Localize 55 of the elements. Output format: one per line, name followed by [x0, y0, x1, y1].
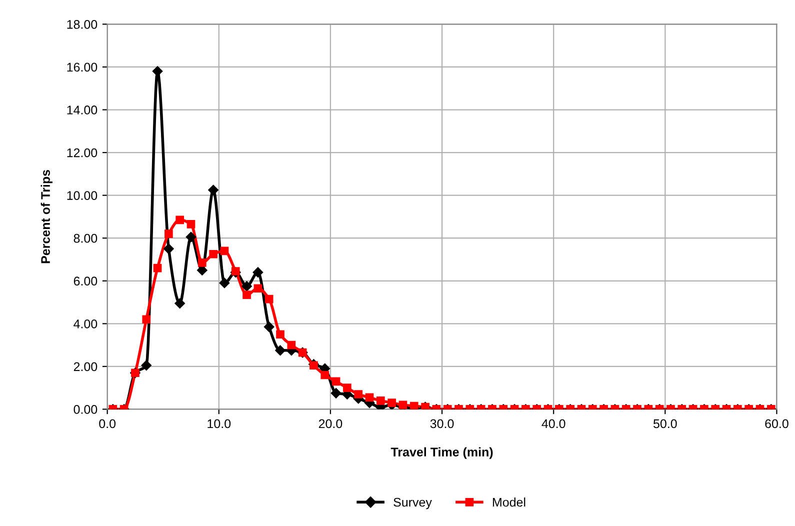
- point: [264, 322, 274, 332]
- x-tick-label: 30.0: [430, 419, 454, 428]
- point: [275, 345, 286, 356]
- point: [287, 340, 296, 350]
- point: [176, 216, 184, 224]
- point: [153, 264, 162, 272]
- point: [209, 250, 218, 258]
- point: [242, 281, 252, 292]
- y-tick-label: 8.00: [74, 234, 98, 243]
- point: [208, 184, 218, 196]
- point: [354, 390, 363, 398]
- point: [320, 370, 330, 380]
- point: [388, 398, 396, 407]
- point: [220, 246, 229, 256]
- point: [174, 298, 185, 308]
- point: [343, 384, 352, 392]
- y-tick-label: 14.00: [67, 106, 98, 114]
- point: [141, 360, 152, 370]
- x-tick-label: 0.0: [99, 419, 116, 428]
- legend-label: Model: [492, 497, 526, 507]
- x-tick-label: 60.0: [765, 419, 788, 428]
- point: [164, 230, 173, 238]
- y-tick-label: 0.00: [74, 405, 98, 414]
- point: [219, 278, 230, 288]
- point: [254, 284, 262, 293]
- legend-label: Survey: [394, 498, 432, 510]
- x-axis-title: Travel Time (min): [390, 447, 493, 459]
- point: [197, 265, 208, 276]
- x-tick-label: 10.0: [208, 419, 231, 428]
- point: [242, 290, 251, 299]
- point: [310, 361, 318, 370]
- x-tick-label: 20.0: [318, 419, 342, 428]
- y-tick-label: 2.00: [74, 362, 98, 372]
- point: [376, 396, 385, 405]
- y-tick-label: 12.00: [67, 148, 98, 158]
- point: [231, 267, 240, 276]
- y-tick-label: 10.00: [67, 191, 98, 200]
- point: [264, 294, 274, 304]
- point: [332, 377, 340, 386]
- point: [164, 244, 174, 254]
- x-tick-label: 40.0: [542, 419, 566, 428]
- x-tick-label: 50.0: [653, 419, 677, 428]
- point: [186, 232, 196, 242]
- point: [142, 315, 151, 324]
- point: [186, 220, 196, 228]
- point: [276, 330, 284, 339]
- y-tick-label: 4.00: [74, 319, 98, 328]
- point: [330, 388, 342, 398]
- y-tick-label: 18.00: [67, 20, 98, 29]
- y-axis-title: Percent of Trips: [40, 170, 52, 264]
- point: [365, 393, 374, 402]
- point: [198, 258, 206, 267]
- y-tick-label: 6.00: [74, 276, 98, 286]
- y-tick-label: 16.00: [67, 62, 98, 72]
- point: [252, 267, 264, 278]
